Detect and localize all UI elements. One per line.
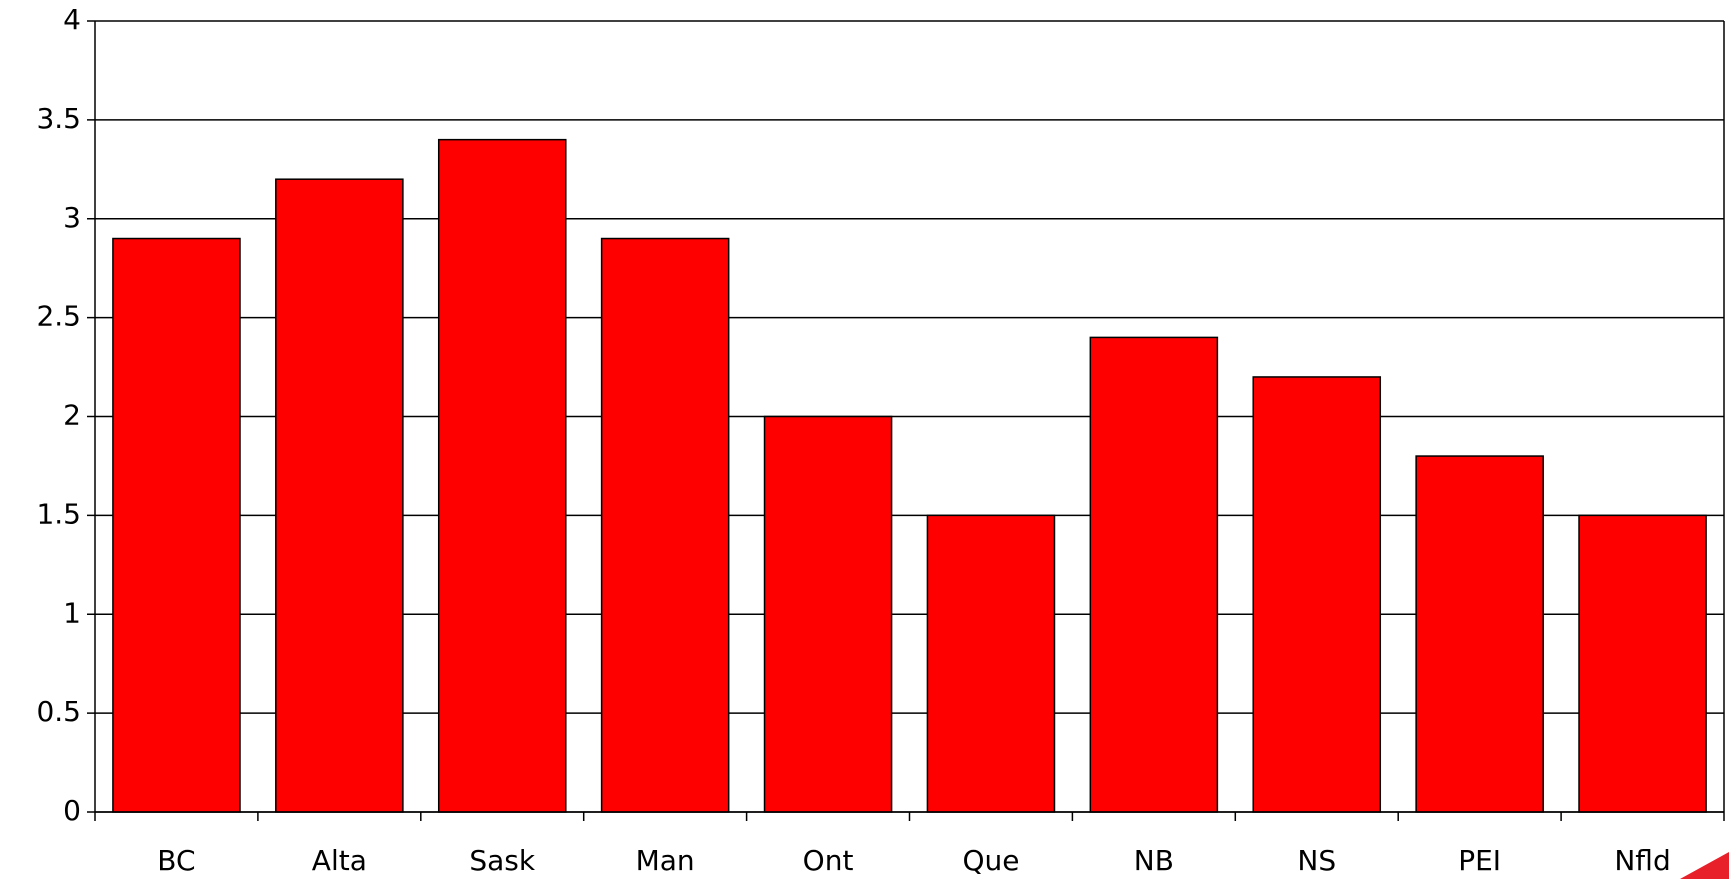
y-tick-label: 3.5 xyxy=(36,102,81,135)
x-tick-label: BC xyxy=(157,844,195,877)
y-tick-label: 3 xyxy=(63,201,81,234)
x-tick-label: Ont xyxy=(803,844,854,877)
x-tick-label: Nfld xyxy=(1614,844,1670,877)
x-tick-label: Man xyxy=(636,844,695,877)
x-tick-label: NS xyxy=(1297,844,1336,877)
bar xyxy=(600,237,730,813)
x-tick-label: NB xyxy=(1134,844,1174,877)
bar xyxy=(763,415,893,813)
y-tick-label: 1.5 xyxy=(36,497,81,530)
x-tick-label: Que xyxy=(962,844,1019,877)
y-tick-label: 2 xyxy=(63,399,81,432)
bar xyxy=(1415,455,1544,813)
x-tick-label: PEI xyxy=(1458,844,1501,877)
bar xyxy=(1089,336,1219,813)
y-tick-label: 2.5 xyxy=(36,300,81,333)
y-tick-label: 1 xyxy=(63,596,81,629)
y-tick-label: 0.5 xyxy=(36,695,81,728)
bar xyxy=(275,178,404,813)
bar xyxy=(926,514,1056,813)
corner-decoration xyxy=(1680,852,1729,879)
bar xyxy=(437,138,567,813)
x-tick-label: Alta xyxy=(312,844,367,877)
y-tick-label: 4 xyxy=(63,3,81,36)
bar xyxy=(1578,514,1707,813)
x-tick-label: Sask xyxy=(469,844,536,877)
y-tick-label: 0 xyxy=(63,794,81,827)
bar xyxy=(112,237,241,813)
bar xyxy=(1252,376,1382,813)
